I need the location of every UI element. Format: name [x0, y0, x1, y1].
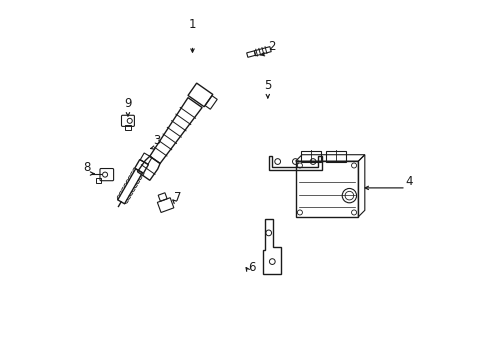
Text: 1: 1: [188, 18, 196, 31]
Bar: [96, 178, 101, 183]
Bar: [125, 125, 131, 130]
Text: 6: 6: [247, 261, 255, 274]
Bar: [301, 151, 320, 162]
Text: 3: 3: [153, 134, 160, 147]
Text: 9: 9: [124, 97, 131, 110]
Bar: [325, 151, 345, 162]
Text: 7: 7: [174, 192, 182, 204]
Bar: [295, 161, 358, 217]
Text: 5: 5: [264, 79, 271, 92]
Text: 8: 8: [83, 161, 90, 174]
Text: 4: 4: [405, 175, 412, 188]
Text: 2: 2: [267, 40, 275, 53]
